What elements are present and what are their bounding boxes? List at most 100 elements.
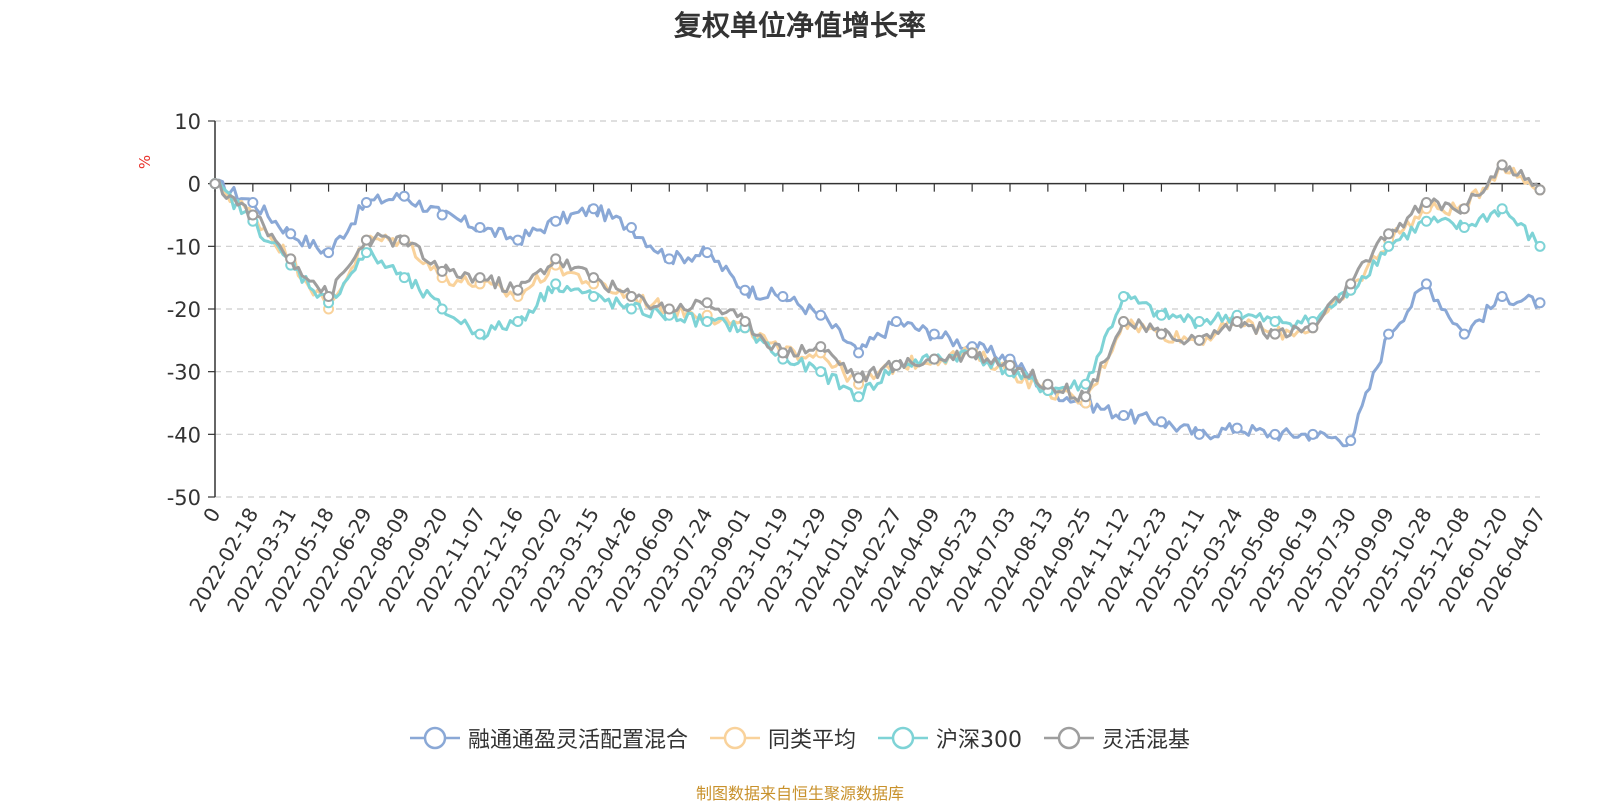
data-point [1080,391,1092,403]
data-point [853,391,865,403]
data-point [1534,240,1546,252]
data-point [1534,184,1546,196]
data-point [890,359,902,371]
data-point [1155,328,1167,340]
data-point [436,265,448,277]
data-point [701,297,713,309]
data-point [285,228,297,240]
y-tick-label: -20 [167,298,201,322]
legend-line-circle-icon [709,726,760,750]
y-tick-label: -50 [167,486,201,510]
data-point [928,328,940,340]
data-point [360,234,372,246]
data-point [1420,196,1432,208]
legend-label: 灵活混基 [1102,728,1191,753]
data-point [1193,428,1205,440]
data-point [398,272,410,284]
data-point [1383,240,1395,252]
data-point [1420,278,1432,290]
data-point [1004,359,1016,371]
x-tick-label: 0 [198,504,225,527]
data-point [625,290,637,302]
legend-label: 融通通盈灵活配置混合 [467,728,688,753]
legend-item[interactable]: 灵活混基 [1044,722,1190,754]
data-point [550,215,562,227]
data-point [1269,328,1281,340]
data-point [550,278,562,290]
y-tick-label: 10 [174,110,201,134]
data-point [1042,378,1054,390]
data-point [1458,222,1470,234]
chart-title: 复权单位净值增长率 [673,9,926,42]
source-note: 制图数据来自恒生聚源数据库 [695,784,904,803]
data-point [436,209,448,221]
legend-item[interactable]: 沪深300 [878,722,1022,754]
data-point [966,347,978,359]
data-point [853,372,865,384]
data-point [1345,435,1357,447]
data-point [398,234,410,246]
data-point [1231,316,1243,328]
legend-line-circle-icon [878,726,928,750]
data-point [1383,228,1395,240]
data-point [247,196,259,208]
data-point [739,316,751,328]
data-point [777,290,789,302]
data-point [1496,159,1508,171]
data-point [777,347,789,359]
data-point [1231,422,1243,434]
data-point [1383,328,1395,340]
data-point [1193,334,1205,346]
data-point [1458,203,1470,215]
data-point [588,272,600,284]
data-point [1534,297,1546,309]
data-point [625,222,637,234]
data-point [815,366,827,378]
legend-label: 同类平均 [767,728,856,753]
data-point [1345,278,1357,290]
data-point [1496,203,1508,215]
data-point [1496,290,1508,302]
data-point [1420,215,1432,227]
y-tick-label: -40 [167,423,201,447]
data-point [663,303,675,315]
legend-item[interactable]: 融通通盈灵活配置混合 [409,722,688,754]
data-point [815,341,827,353]
data-point [588,203,600,215]
data-point [815,309,827,321]
data-point [1118,410,1130,422]
y-tick-label: 0 [188,173,201,197]
data-point [701,316,713,328]
series-line [213,178,1542,448]
data-point [1269,316,1281,328]
legend-item[interactable]: 同类平均 [709,722,856,754]
chart-legend: 融通通盈灵活配置混合 同类平均 沪深300 灵活混基 [0,722,1600,754]
data-point [285,253,297,265]
data-point [701,247,713,259]
legend-line-circle-icon [409,726,460,750]
data-point [474,272,486,284]
data-point [398,190,410,202]
y-axis-label: % [136,155,154,169]
data-point [1193,316,1205,328]
data-point [1118,290,1130,302]
data-point [247,209,259,221]
data-point [1118,316,1130,328]
y-tick-label: -10 [167,235,201,259]
data-point [323,247,335,259]
data-point [1155,416,1167,428]
data-point [360,247,372,259]
series-line [214,179,1542,402]
y-tick-label: -30 [167,361,201,385]
data-point [512,234,524,246]
data-point [512,316,524,328]
data-point [436,303,448,315]
data-point [588,290,600,302]
data-point [323,290,335,302]
data-point [512,284,524,296]
data-point [1307,322,1319,334]
data-point [663,253,675,265]
legend-line-circle-icon [1044,726,1094,750]
data-point [853,347,865,359]
data-point [209,178,221,190]
